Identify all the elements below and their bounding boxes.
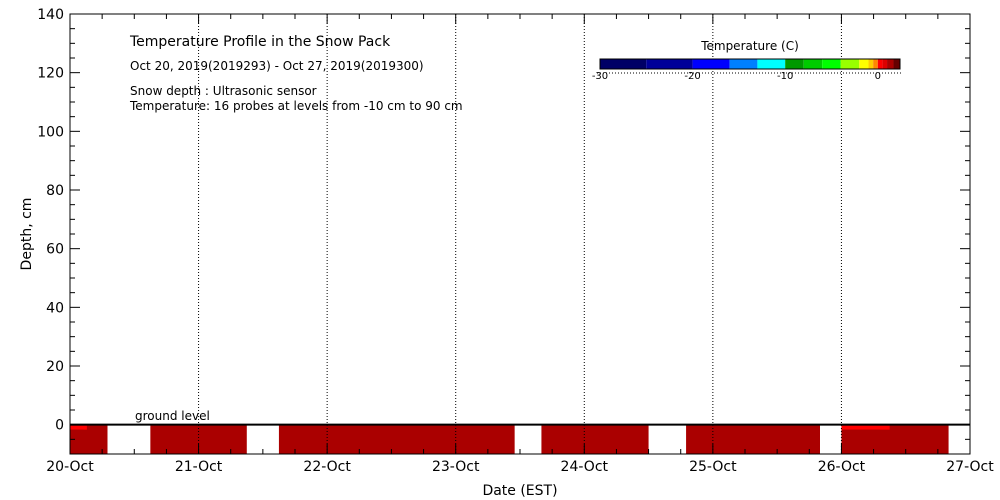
colorbar-swatch [822,59,841,69]
plot-frame [69,13,971,455]
chart-title: Temperature Profile in the Snow Pack [129,34,391,50]
y-tick-label: 20 [46,359,64,375]
colorbar-tick-label: -20 [684,71,700,82]
x-tick-label: 23-Oct [432,459,480,475]
colorbar-swatch [692,59,730,69]
colorbar-frame [599,58,901,70]
y-tick-label: 100 [37,124,64,140]
colorbar-swatch [646,59,693,69]
colorbar-swatch [840,59,860,69]
grid [198,14,842,454]
x-tick-label: 26-Oct [818,459,866,475]
heatmap-surface-cell [841,429,880,433]
y-tick-label: 60 [46,242,64,258]
x-tick-label: 25-Oct [689,459,737,475]
colorbar-swatch [785,59,804,69]
y-tick-label: 40 [46,300,64,316]
colorbar: -30 -20 -10 0 [592,58,903,82]
colorbar-swatch [757,59,786,69]
colorbar-swatch [887,59,894,69]
colorbar-swatch [868,59,874,69]
note-snow-depth: Snow depth : Ultrasonic sensor [130,84,317,98]
heatmap-segment [278,424,515,454]
colorbar-swatch [803,59,823,69]
heatmap-surface-cell [70,429,84,433]
colorbar-swatch [873,59,878,69]
axes: 20-Oct 21-Oct 22-Oct 23-Oct 24-Oct 25-Oct 26-O… [37,7,994,475]
x-axis-label: Date (EST) [482,483,557,499]
x-tick-label: 24-Oct [561,459,609,475]
colorbar-swatch [882,59,888,69]
colorbar-swatch [859,59,869,69]
colorbar-title: Temperature (C) [700,39,799,53]
colorbar-swatch [877,59,883,69]
y-axis-label: Depth, cm [19,198,35,271]
colorbar-tick-label: -30 [592,71,608,82]
x-tick-label: 22-Oct [303,459,351,475]
colorbar-tick-label: 0 [875,71,881,82]
y-tick-label: 0 [55,418,64,434]
colorbar-tick-label: -10 [777,71,793,82]
note-temperature: Temperature: 16 probes at levels from -1… [129,99,463,113]
x-tick-label: 21-Oct [175,459,223,475]
ground-level-label: ground level [135,409,210,423]
heatmap-cells [70,424,949,454]
heatmap-surface-cell [70,425,87,430]
heatmap-segment [686,424,820,454]
colorbar-swatch [600,59,647,69]
colorbar-swatch [893,59,900,69]
heatmap-segment [541,424,649,454]
y-tick-label: 80 [46,183,64,199]
x-tick-label: 20-Oct [46,459,94,475]
chart-subtitle: Oct 20, 2019(2019293) - Oct 27, 2019(201… [130,59,424,73]
x-tick-label: 27-Oct [946,459,994,475]
y-tick-label: 140 [37,7,64,23]
colorbar-swatch [729,59,758,69]
heatmap-surface-cell [841,425,890,430]
y-tick-label: 120 [37,66,64,82]
